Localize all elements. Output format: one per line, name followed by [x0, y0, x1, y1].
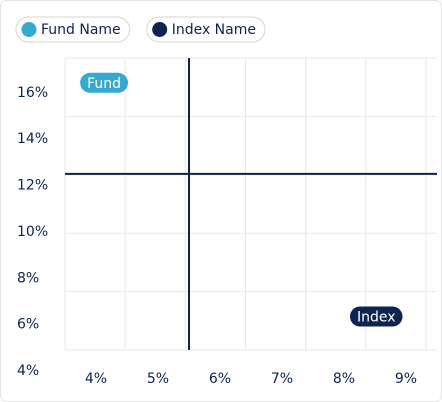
y-tick-label: 12%: [17, 178, 48, 194]
legend-item: Fund Name: [15, 16, 131, 43]
point-label: Index: [357, 310, 396, 326]
x-tick-label: 8%: [333, 371, 355, 387]
legend-label: Fund Name: [41, 22, 121, 38]
legend-pill: [15, 16, 131, 43]
point: [80, 72, 129, 93]
point: [349, 306, 403, 327]
x-tick-label: 7%: [271, 371, 293, 387]
y-tick-label: 4%: [17, 363, 39, 379]
point-label: Fund: [87, 76, 121, 92]
y-tick-label: 16%: [17, 85, 48, 101]
legend-pill: [146, 16, 266, 43]
legend-swatch: [152, 22, 168, 37]
legend-swatch: [21, 22, 37, 37]
x-tick-label: 6%: [209, 371, 231, 387]
y-tick-label: 6%: [17, 317, 39, 333]
x-tick-label: 4%: [85, 371, 107, 387]
x-tick-label: 9%: [395, 371, 417, 387]
y-tick-label: 14%: [17, 131, 48, 147]
y-tick-label: 10%: [17, 224, 48, 240]
legend-label: Index Name: [172, 22, 256, 38]
y-tick-label: 8%: [17, 270, 39, 286]
x-tick-label: 5%: [147, 371, 169, 387]
legend-item: Index Name: [146, 16, 266, 43]
